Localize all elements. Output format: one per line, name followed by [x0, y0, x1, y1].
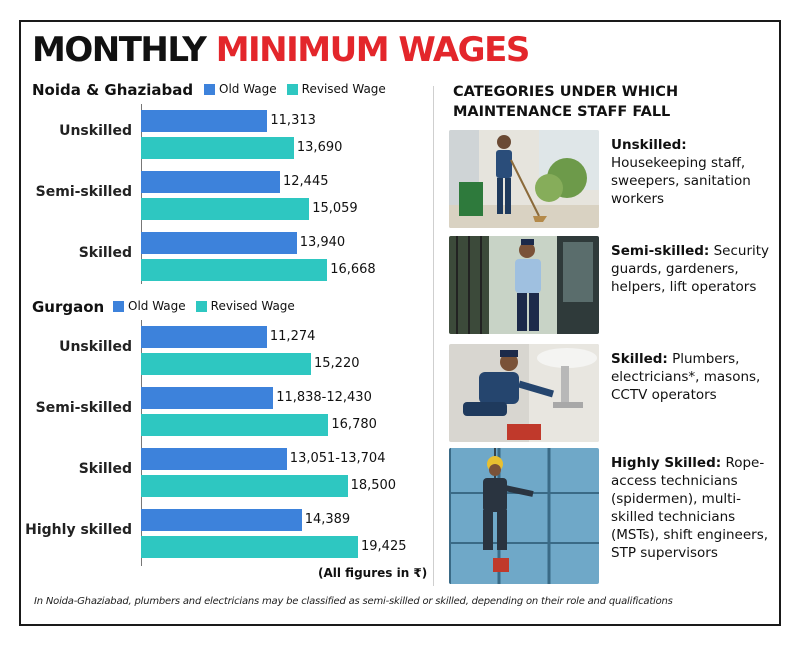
revised-wage-value-skilled: 16,668: [330, 262, 376, 277]
old-wage-value-semi-skilled: 11,838-12,430: [276, 390, 372, 405]
category-label: Skilled:: [611, 351, 668, 367]
old-wage-bar-highly-skilled: [141, 509, 302, 531]
title-part-red: MINIMUM WAGES: [215, 30, 531, 70]
revised-wage-value-highly-skilled: 19,425: [361, 539, 407, 554]
revised-wage-value-unskilled: 13,690: [296, 140, 343, 155]
revised-wage-bar-skilled: [141, 475, 348, 497]
categories-heading-line1: CATEGORIES UNDER WHICH: [453, 84, 679, 100]
old-wage-value-semi-skilled: 12,445: [283, 174, 329, 189]
category-label-semi-skilled: Semi-skilled: [35, 184, 132, 200]
revised-wage-bar-semi-skilled: [141, 414, 329, 436]
sweeper-photo-icon: [449, 130, 599, 228]
old-wage-bar-unskilled: [141, 110, 268, 132]
old-wage-bar-skilled: [141, 232, 297, 254]
revised-wage-value-skilled: 18,500: [350, 478, 397, 493]
category-label-skilled: Skilled: [78, 245, 132, 261]
units-note: (All figures in ₹): [318, 566, 428, 580]
category-text: Housekeeping staff, sweepers, sanitation…: [611, 155, 751, 207]
old-wage-value-unskilled: 11,274: [269, 329, 316, 344]
revised-wage-value-semi-skilled: 16,780: [331, 417, 377, 432]
legend-old-label: Old Wage: [128, 299, 186, 313]
old-wage-value-unskilled: 11,313: [270, 113, 316, 128]
category-label-unskilled: Unskilled: [59, 123, 132, 139]
region-title-noida: Noida & Ghaziabad: [32, 81, 194, 99]
category-desc: Highly Skilled: Rope-access technicians …: [611, 454, 771, 562]
category-text: Security guards, gardeners, helpers, lif…: [611, 243, 770, 295]
legend-revised-label: Revised Wage: [301, 82, 386, 96]
old-wage-value-highly-skilled: 14,389: [304, 512, 351, 527]
plumber-photo-icon: [449, 344, 599, 442]
axis-line-noida: [141, 104, 142, 284]
column-divider: [433, 86, 434, 586]
category-text: Plumbers, electricians*, masons, CCTV op…: [611, 351, 761, 403]
old-wage-value-skilled: 13,940: [299, 235, 346, 250]
revised-wage-bar-skilled: [141, 259, 328, 281]
category-label-highly-skilled: Highly skilled: [25, 522, 132, 538]
legend-revised-label: Revised Wage: [210, 299, 295, 313]
category-desc: Skilled: Plumbers, electricians*, masons…: [611, 350, 771, 404]
category-desc: Unskilled: Housekeeping staff, sweepers,…: [611, 136, 771, 208]
old-wage-bar-semi-skilled: [141, 387, 274, 409]
legend-revised-swatch: [286, 83, 298, 95]
title-part-black: MONTHLY: [32, 30, 207, 70]
rope-access-photo-icon: [449, 448, 599, 584]
old-wage-bar-semi-skilled: [141, 171, 280, 193]
legend-noida: Old Wage Revised Wage: [204, 82, 386, 96]
old-wage-bar-skilled: [141, 448, 287, 470]
legend-old-swatch: [113, 300, 124, 312]
revised-wage-bar-semi-skilled: [141, 198, 310, 220]
category-label: Semi-skilled:: [611, 243, 710, 259]
revised-wage-bar-highly-skilled: [141, 536, 358, 558]
category-desc: Semi-skilled: Security guards, gardeners…: [611, 242, 771, 296]
categories-heading: CATEGORIES UNDER WHICH MAINTENANCE STAFF…: [453, 82, 678, 122]
revised-wage-bar-unskilled: [141, 137, 294, 159]
category-label-skilled: Skilled: [78, 461, 132, 477]
categories-heading-line2: MAINTENANCE STAFF FALL: [453, 104, 671, 120]
category-label: Unskilled:: [611, 137, 687, 153]
revised-wage-value-semi-skilled: 15,059: [312, 201, 358, 216]
revised-wage-value-unskilled: 15,220: [314, 356, 360, 371]
legend-gurgaon: Old Wage Revised Wage: [113, 299, 295, 313]
footnote: In Noida-Ghaziabad, plumbers and electri…: [34, 596, 673, 607]
legend-old-label: Old Wage: [219, 82, 277, 96]
revised-wage-bar-unskilled: [141, 353, 311, 375]
page-title: MONTHLY MINIMUM WAGES: [32, 30, 531, 70]
legend-revised-swatch: [195, 300, 207, 312]
category-label: Highly Skilled:: [611, 455, 722, 471]
region-title-gurgaon: Gurgaon: [32, 298, 105, 316]
category-label-semi-skilled: Semi-skilled: [35, 400, 132, 416]
category-label-unskilled: Unskilled: [59, 339, 132, 355]
category-text: Rope-access technicians (spidermen), mul…: [611, 455, 769, 561]
legend-old-swatch: [204, 83, 215, 95]
old-wage-value-skilled: 13,051-13,704: [289, 451, 386, 466]
old-wage-bar-unskilled: [141, 326, 267, 348]
security-guard-photo-icon: [449, 236, 599, 334]
axis-line-gurgaon: [141, 320, 142, 566]
